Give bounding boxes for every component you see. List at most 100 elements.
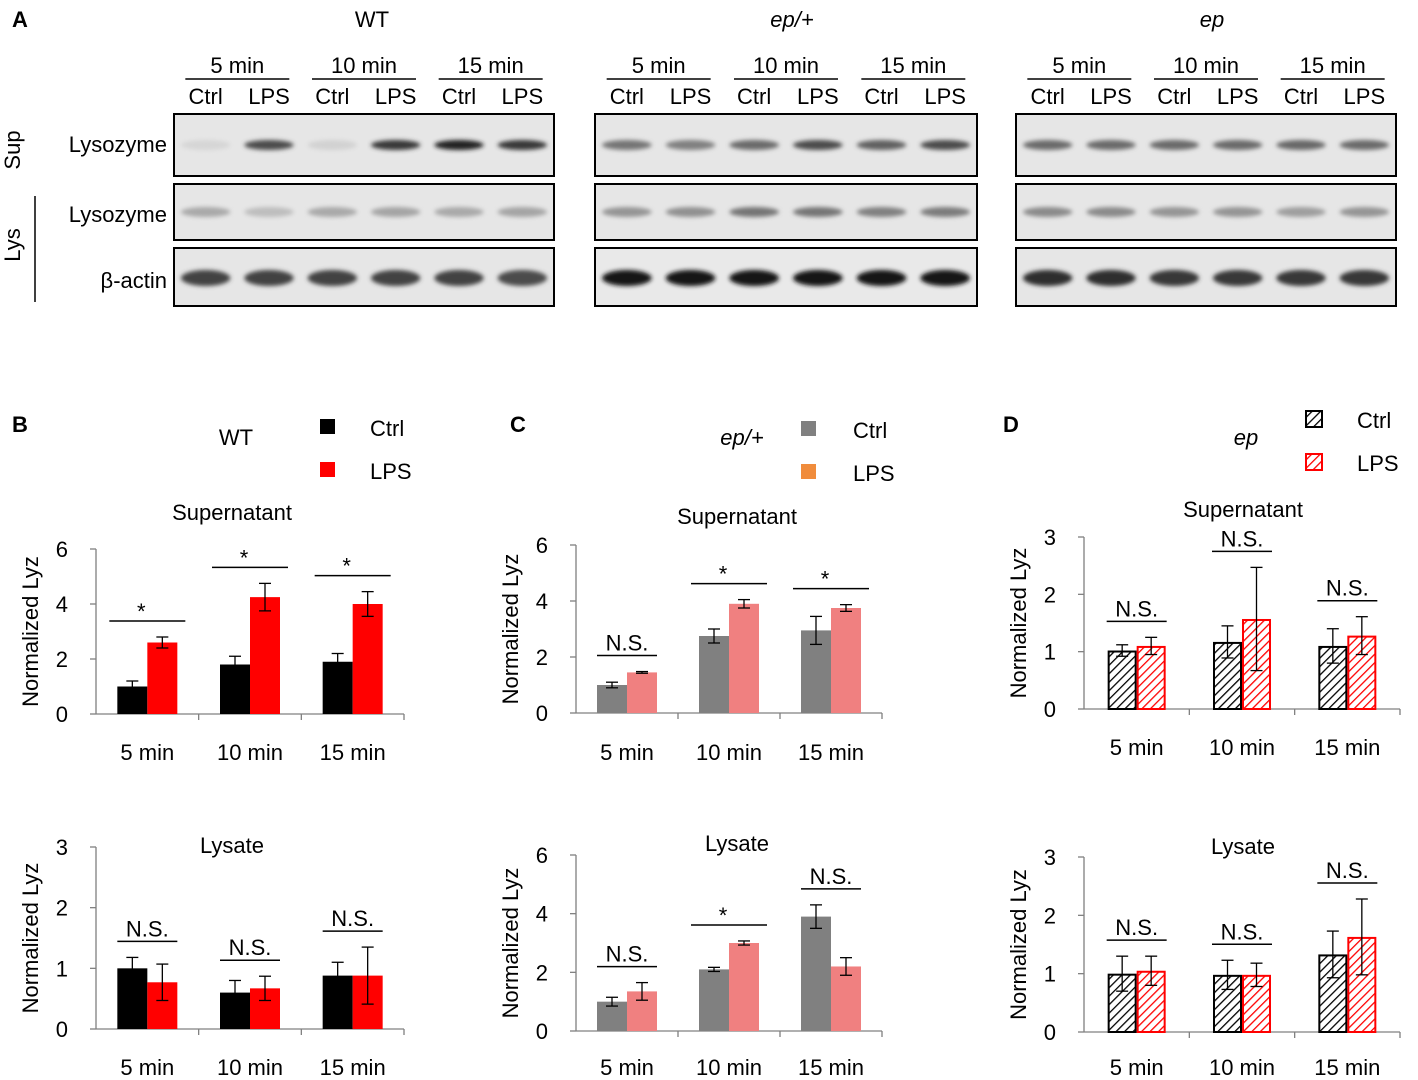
chart-c-lysate: Lysate Normalized Lyz 0 2 4 6 5 min N.S. 10 min *… bbox=[498, 831, 883, 1080]
blot-band bbox=[665, 270, 716, 286]
legend-label-lps: LPS bbox=[853, 461, 895, 486]
blot-lane-label: Ctrl bbox=[189, 84, 223, 109]
blot-title-WT: WT bbox=[355, 7, 389, 32]
y-tick-label: 2 bbox=[56, 896, 68, 921]
bar-lps bbox=[352, 604, 383, 714]
y-tick-label: 0 bbox=[1044, 697, 1056, 722]
blot-band bbox=[180, 270, 231, 286]
blot-lane-label: LPS bbox=[1217, 84, 1259, 109]
y-tick-label: 3 bbox=[56, 835, 68, 860]
blot-title-ep/+: ep/+ bbox=[770, 7, 814, 32]
panel-a-western-blots: A Sup Lys Lysozyme Lysozyme β-actin WT 5 min 10 … bbox=[0, 7, 1397, 307]
panel-letter-a: A bbox=[12, 7, 28, 32]
blot-time-label: 5 min bbox=[1052, 53, 1106, 78]
blot-band bbox=[920, 270, 970, 286]
blot-box bbox=[173, 183, 555, 241]
blot-band bbox=[497, 140, 548, 150]
significance-label: N.S. bbox=[1115, 915, 1158, 940]
bar-ctrl bbox=[1107, 650, 1137, 711]
bar-lps bbox=[729, 603, 759, 713]
chart-title: Supernatant bbox=[172, 500, 292, 525]
chart-c-supernatant: Supernatant Normalized Lyz 0 2 4 6 5 min N.S. 10… bbox=[498, 504, 883, 765]
blot-band bbox=[920, 140, 970, 150]
y-tick-label: 4 bbox=[536, 589, 548, 614]
blot-band bbox=[1022, 207, 1073, 217]
significance-label: * bbox=[342, 554, 351, 579]
blot-time-label: 10 min bbox=[1173, 53, 1239, 78]
chart-b-lysate: Lysate Normalized Lyz 0 1 2 3 5 min N.S. 10 min N… bbox=[18, 833, 405, 1080]
legend-label-ctrl: Ctrl bbox=[370, 416, 404, 441]
y-tick-label: 3 bbox=[1044, 845, 1056, 870]
blot-lane-label: Ctrl bbox=[610, 84, 644, 109]
y-tick-label: 4 bbox=[536, 902, 548, 927]
blot-row-label: Lysozyme bbox=[69, 202, 167, 227]
blot-lane-label: LPS bbox=[1090, 84, 1132, 109]
blot-band bbox=[434, 207, 484, 217]
significance-label: N.S. bbox=[331, 906, 374, 931]
blot-band bbox=[602, 270, 652, 286]
x-category-label: 5 min bbox=[600, 1055, 654, 1080]
blot-band bbox=[1022, 140, 1073, 150]
blot-box bbox=[1015, 247, 1397, 307]
x-category-label: 15 min bbox=[320, 1055, 386, 1080]
blot-band bbox=[180, 140, 231, 150]
panel-letter-c: C bbox=[510, 412, 526, 437]
chart-title: Lysate bbox=[200, 833, 264, 858]
bar-lps bbox=[831, 966, 861, 1031]
blot-band bbox=[1212, 270, 1263, 286]
legend-swatch-ctrl bbox=[801, 421, 816, 436]
chart-b-supernatant: Supernatant Normalized Lyz 0 2 4 6 5 min * 10 mi… bbox=[18, 500, 405, 765]
blot-band bbox=[793, 140, 843, 150]
y-tick-label: 0 bbox=[536, 1019, 548, 1044]
legend-swatch-lps bbox=[1305, 453, 1323, 471]
blot-box bbox=[173, 113, 555, 177]
blot-box bbox=[173, 247, 555, 307]
blot-lane-label: Ctrl bbox=[315, 84, 349, 109]
blot-box bbox=[594, 113, 978, 177]
blot-title-ep: ep bbox=[1200, 7, 1224, 32]
bar-ctrl bbox=[801, 916, 831, 1031]
y-axis-label: Normalized Lyz bbox=[498, 554, 523, 705]
legend-swatch-ctrl bbox=[1305, 410, 1323, 428]
blot-band bbox=[729, 207, 779, 217]
blot-band bbox=[434, 140, 484, 150]
x-category-label: 5 min bbox=[1110, 1055, 1164, 1080]
bar-lps bbox=[729, 943, 759, 1031]
x-category-label: 10 min bbox=[217, 740, 283, 765]
blot-band bbox=[602, 140, 652, 150]
x-category-label: 10 min bbox=[696, 1055, 762, 1080]
blot-band bbox=[665, 140, 716, 150]
blot-band bbox=[1212, 140, 1263, 150]
significance-label: N.S. bbox=[229, 935, 272, 960]
sup-label: Sup bbox=[0, 130, 25, 169]
y-tick-label: 0 bbox=[536, 701, 548, 726]
significance-label: N.S. bbox=[1221, 526, 1264, 551]
blot-band bbox=[497, 270, 548, 286]
blot-band bbox=[307, 140, 358, 150]
x-category-label: 10 min bbox=[217, 1055, 283, 1080]
significance-label: N.S. bbox=[606, 942, 649, 967]
blot-lane-label: Ctrl bbox=[737, 84, 771, 109]
blot-lane-label: LPS bbox=[670, 84, 712, 109]
y-tick-label: 1 bbox=[1044, 640, 1056, 665]
x-category-label: 15 min bbox=[1314, 1055, 1380, 1080]
significance-label: N.S. bbox=[126, 916, 169, 941]
significance-label: N.S. bbox=[1221, 919, 1264, 944]
blot-time-label: 15 min bbox=[458, 53, 524, 78]
blot-band bbox=[307, 207, 358, 217]
significance-label: * bbox=[240, 545, 249, 570]
y-tick-label: 2 bbox=[1044, 903, 1056, 928]
blot-time-label: 10 min bbox=[331, 53, 397, 78]
legend-label-lps: LPS bbox=[370, 459, 412, 484]
y-tick-label: 0 bbox=[56, 1017, 68, 1042]
x-category-label: 5 min bbox=[1110, 735, 1164, 760]
blot-band bbox=[1086, 270, 1136, 286]
blot-lane-label: Ctrl bbox=[1284, 84, 1318, 109]
bar-lps bbox=[1136, 645, 1166, 711]
bar-chart-panels: B WT Ctrl LPS Supernatant Normalized Lyz 0 2 4 6 5… bbox=[12, 408, 1401, 1080]
genotype-label: ep/+ bbox=[720, 425, 764, 450]
x-category-label: 5 min bbox=[120, 740, 174, 765]
blot-band bbox=[1339, 270, 1390, 286]
blot-band bbox=[729, 140, 779, 150]
